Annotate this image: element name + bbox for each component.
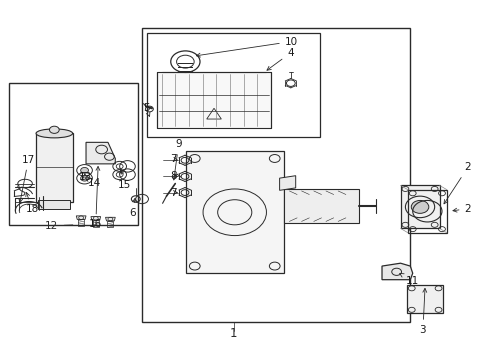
- Polygon shape: [381, 263, 412, 280]
- Text: 16: 16: [89, 166, 102, 229]
- Bar: [406, 285, 443, 314]
- Text: 18: 18: [26, 193, 39, 215]
- Text: 8: 8: [170, 171, 177, 181]
- Bar: [39, 200, 70, 209]
- Text: 7: 7: [170, 188, 177, 198]
- Bar: [107, 221, 113, 227]
- Text: 2: 2: [452, 204, 470, 214]
- Bar: [93, 220, 99, 226]
- Text: 17: 17: [19, 154, 35, 203]
- Circle shape: [410, 201, 428, 213]
- Bar: [78, 220, 84, 226]
- Bar: [36, 134, 73, 202]
- Polygon shape: [91, 217, 101, 220]
- Bar: [283, 189, 358, 223]
- Bar: [142, 28, 409, 321]
- Text: 7: 7: [170, 154, 177, 164]
- Polygon shape: [279, 176, 295, 190]
- Text: 4: 4: [266, 48, 293, 70]
- Text: 12: 12: [45, 221, 59, 231]
- Text: 15: 15: [118, 170, 131, 190]
- Text: 11: 11: [399, 273, 418, 286]
- Circle shape: [49, 126, 59, 134]
- Polygon shape: [76, 216, 86, 220]
- Bar: [185, 151, 283, 273]
- Ellipse shape: [36, 129, 73, 138]
- Text: 1: 1: [229, 327, 237, 340]
- Text: 13: 13: [78, 172, 91, 182]
- Text: 10: 10: [196, 37, 297, 57]
- Text: 3: 3: [419, 288, 426, 335]
- Polygon shape: [86, 142, 115, 164]
- Circle shape: [81, 175, 88, 181]
- Text: 9: 9: [172, 139, 182, 180]
- Text: 2: 2: [443, 162, 470, 204]
- Polygon shape: [105, 217, 115, 221]
- Bar: [157, 72, 271, 128]
- Text: 6: 6: [129, 198, 136, 218]
- Circle shape: [81, 167, 88, 173]
- Bar: [9, 83, 138, 225]
- Text: 14: 14: [85, 177, 101, 188]
- Bar: [407, 190, 446, 233]
- Bar: [400, 185, 439, 228]
- Text: 5: 5: [142, 103, 150, 116]
- Bar: [147, 33, 320, 137]
